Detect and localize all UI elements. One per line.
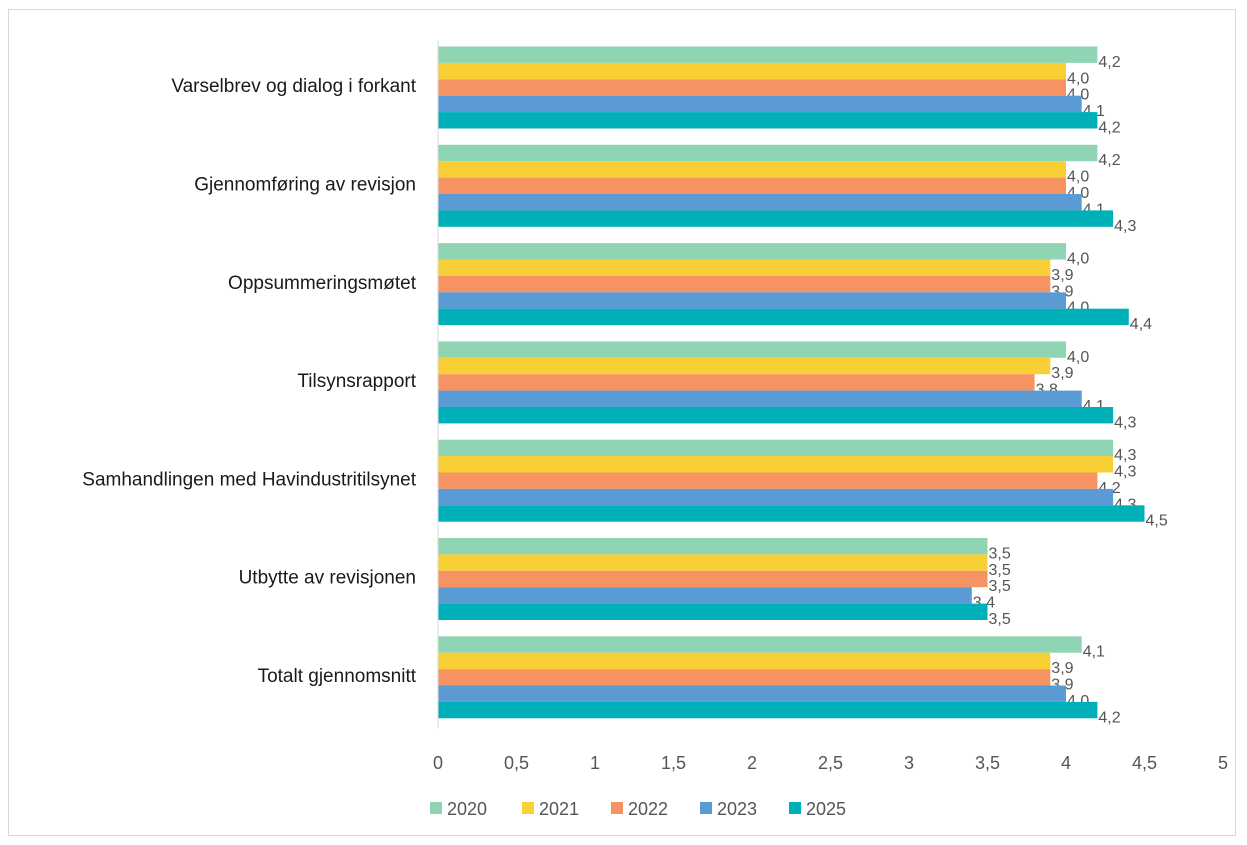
data-label-2020-1: 4,2: [1098, 54, 1120, 71]
x-tick-label: 2: [747, 753, 757, 773]
bar-2022-3: [438, 275, 1051, 293]
data-label-2022-6: 3,5: [989, 578, 1011, 595]
data-label-2021-2: 4,0: [1067, 169, 1089, 186]
bar-2023-7: [438, 685, 1066, 702]
legend-label-2020: 2020: [447, 799, 487, 819]
data-label-2021-1: 4,0: [1067, 70, 1089, 87]
bar-2022-1: [438, 79, 1066, 96]
legend-label-2025: 2025: [806, 799, 846, 819]
bar-2021-3: [438, 259, 1051, 276]
data-label-2025-6: 3,5: [989, 611, 1011, 628]
legend-label-2022: 2022: [628, 799, 668, 819]
category-label: Utbytte av revisjonen: [239, 568, 416, 589]
data-label-2021-5: 4,3: [1114, 464, 1136, 481]
bar-2022-4: [438, 374, 1035, 391]
bar-2025-6: [438, 603, 988, 620]
x-tick-label: 0,5: [504, 753, 529, 773]
bar-2022-7: [438, 669, 1051, 686]
category-label: Tilsynsrapport: [297, 371, 416, 392]
bar-2021-4: [438, 357, 1051, 375]
x-tick-label: 3,5: [975, 753, 1000, 773]
bar-2023-1: [438, 95, 1082, 113]
bar-2020-5: [438, 439, 1114, 457]
category-label: Gjennomføring av revisjon: [194, 175, 416, 196]
data-label-2025-3: 4,4: [1130, 316, 1152, 333]
bar-2022-2: [438, 177, 1066, 194]
bar-2021-7: [438, 652, 1051, 670]
legend-swatch-2021: [522, 802, 534, 814]
category-label: Varselbrev og dialog i forkant: [171, 76, 416, 97]
legend-swatch-2025: [789, 802, 801, 814]
category-label: Oppsummeringsmøtet: [228, 273, 417, 294]
legend-swatch-2023: [700, 802, 712, 814]
data-label-2025-1: 4,2: [1098, 120, 1120, 137]
bar-2023-6: [438, 587, 972, 604]
bar-2021-1: [438, 62, 1066, 80]
bar-2025-2: [438, 210, 1114, 227]
bar-2025-7: [438, 701, 1098, 719]
data-label-2020-2: 4,2: [1098, 152, 1120, 169]
bar-2020-1: [438, 46, 1098, 63]
data-label-2021-3: 3,9: [1051, 267, 1073, 284]
data-label-2020-7: 4,1: [1083, 644, 1105, 661]
data-label-2020-6: 3,5: [989, 545, 1011, 562]
legend-label-2023: 2023: [717, 799, 757, 819]
x-tick-label: 3: [904, 753, 914, 773]
data-label-2025-7: 4,2: [1098, 709, 1120, 726]
bar-2025-3: [438, 308, 1129, 326]
x-tick-label: 2,5: [818, 753, 843, 773]
bar-2023-4: [438, 390, 1082, 407]
bar-2023-5: [438, 488, 1114, 506]
bar-2021-5: [438, 456, 1114, 473]
bar-2022-5: [438, 472, 1098, 489]
bar-2020-2: [438, 144, 1098, 162]
data-label-2025-4: 4,3: [1114, 414, 1136, 431]
data-label-2020-4: 4,0: [1067, 349, 1089, 366]
data-label-2021-7: 3,9: [1051, 660, 1073, 677]
x-tick-label: 5: [1218, 753, 1228, 773]
legend-label-2021: 2021: [539, 799, 579, 819]
data-label-2021-6: 3,5: [989, 562, 1011, 579]
legend-swatch-2020: [430, 802, 442, 814]
x-tick-label: 0: [433, 753, 443, 773]
bar-2020-6: [438, 538, 988, 555]
x-tick-label: 1,5: [661, 753, 686, 773]
data-label-2020-5: 4,3: [1114, 447, 1136, 464]
legend-swatch-2022: [611, 802, 623, 814]
x-tick-label: 4,5: [1132, 753, 1157, 773]
x-tick-label: 4: [1061, 753, 1071, 773]
data-label-2025-5: 4,5: [1146, 513, 1168, 530]
bar-2020-4: [438, 341, 1066, 358]
data-label-2025-2: 4,3: [1114, 218, 1136, 235]
data-label-2020-3: 4,0: [1067, 251, 1089, 268]
bar-2023-3: [438, 292, 1066, 309]
bar-2021-2: [438, 161, 1066, 178]
bar-2020-3: [438, 243, 1066, 260]
bar-2023-2: [438, 194, 1082, 211]
bar-2025-1: [438, 112, 1098, 129]
bar-2020-7: [438, 636, 1082, 653]
category-label: Samhandlingen med Havindustritilsynet: [82, 469, 416, 490]
bar-2025-5: [438, 505, 1145, 522]
bar-2022-6: [438, 570, 988, 588]
x-tick-label: 1: [590, 753, 600, 773]
bar-2025-4: [438, 407, 1114, 424]
category-label: Totalt gjennomsnitt: [258, 666, 417, 687]
data-label-2021-4: 3,9: [1051, 365, 1073, 382]
bar-2021-6: [438, 554, 988, 571]
